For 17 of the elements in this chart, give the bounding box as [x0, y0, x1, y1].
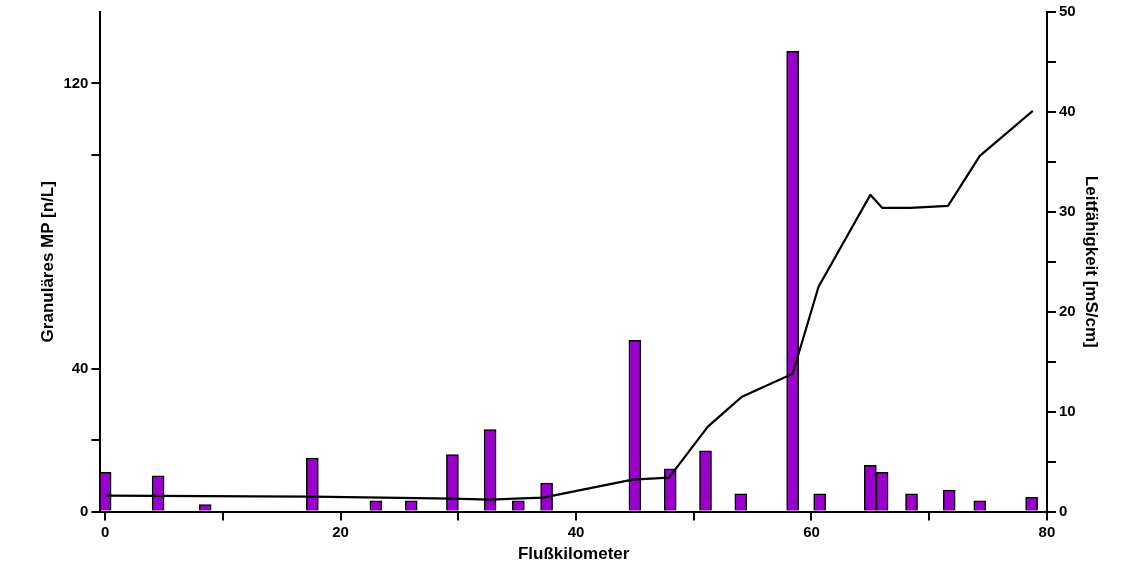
x-tick-label: 60	[803, 522, 820, 540]
x-tick-label: 20	[332, 522, 349, 540]
x-tick-label: 40	[567, 522, 585, 540]
x-tick-label: 80	[1038, 522, 1056, 540]
y-axis-title: Granuläres MP [n/L]	[37, 181, 57, 343]
y2-tick-label: 30	[1058, 201, 1076, 219]
x-axis-title: Flußkilometer	[517, 544, 630, 564]
y2-tick-label: 0	[1058, 501, 1068, 519]
x-tick-label: 0	[100, 522, 110, 540]
y-tick-label: 0	[80, 501, 89, 519]
y2-tick-label: 20	[1058, 301, 1076, 319]
y2-axis-title: Leitfähigkeit [mS/cm]	[1082, 175, 1102, 348]
y-tick-label: 40	[71, 359, 89, 376]
y2-tick-label: 50	[1058, 2, 1076, 20]
y-tick-label: 120	[63, 73, 89, 91]
y2-tick-label: 10	[1058, 401, 1076, 419]
y2-tick-label: 40	[1058, 102, 1076, 120]
